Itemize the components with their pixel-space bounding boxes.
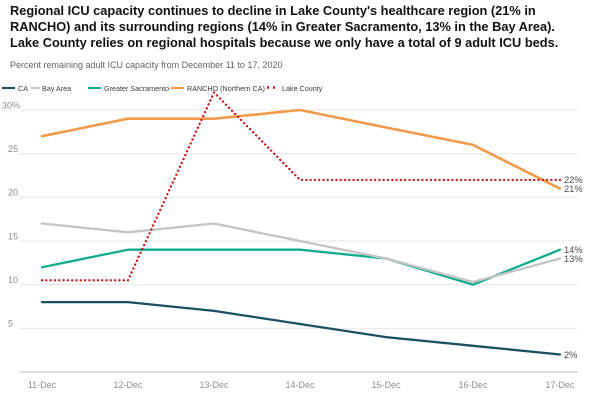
svg-text:13-Dec: 13-Dec bbox=[199, 380, 229, 390]
svg-text:15-Dec: 15-Dec bbox=[371, 380, 401, 390]
svg-text:30%: 30% bbox=[2, 101, 20, 111]
svg-text:12-Dec: 12-Dec bbox=[113, 380, 143, 390]
svg-text:14-Dec: 14-Dec bbox=[285, 380, 315, 390]
svg-text:5: 5 bbox=[8, 319, 13, 329]
svg-text:13%: 13% bbox=[564, 254, 583, 264]
svg-text:25: 25 bbox=[8, 144, 18, 154]
svg-text:16-Dec: 16-Dec bbox=[458, 380, 488, 390]
svg-text:10: 10 bbox=[8, 275, 18, 285]
svg-text:11-Dec: 11-Dec bbox=[28, 380, 57, 390]
svg-text:2%: 2% bbox=[564, 350, 577, 360]
svg-text:17-Dec: 17-Dec bbox=[545, 380, 575, 390]
svg-text:15: 15 bbox=[8, 231, 18, 241]
svg-text:21%: 21% bbox=[564, 184, 583, 194]
svg-text:20: 20 bbox=[8, 188, 18, 198]
